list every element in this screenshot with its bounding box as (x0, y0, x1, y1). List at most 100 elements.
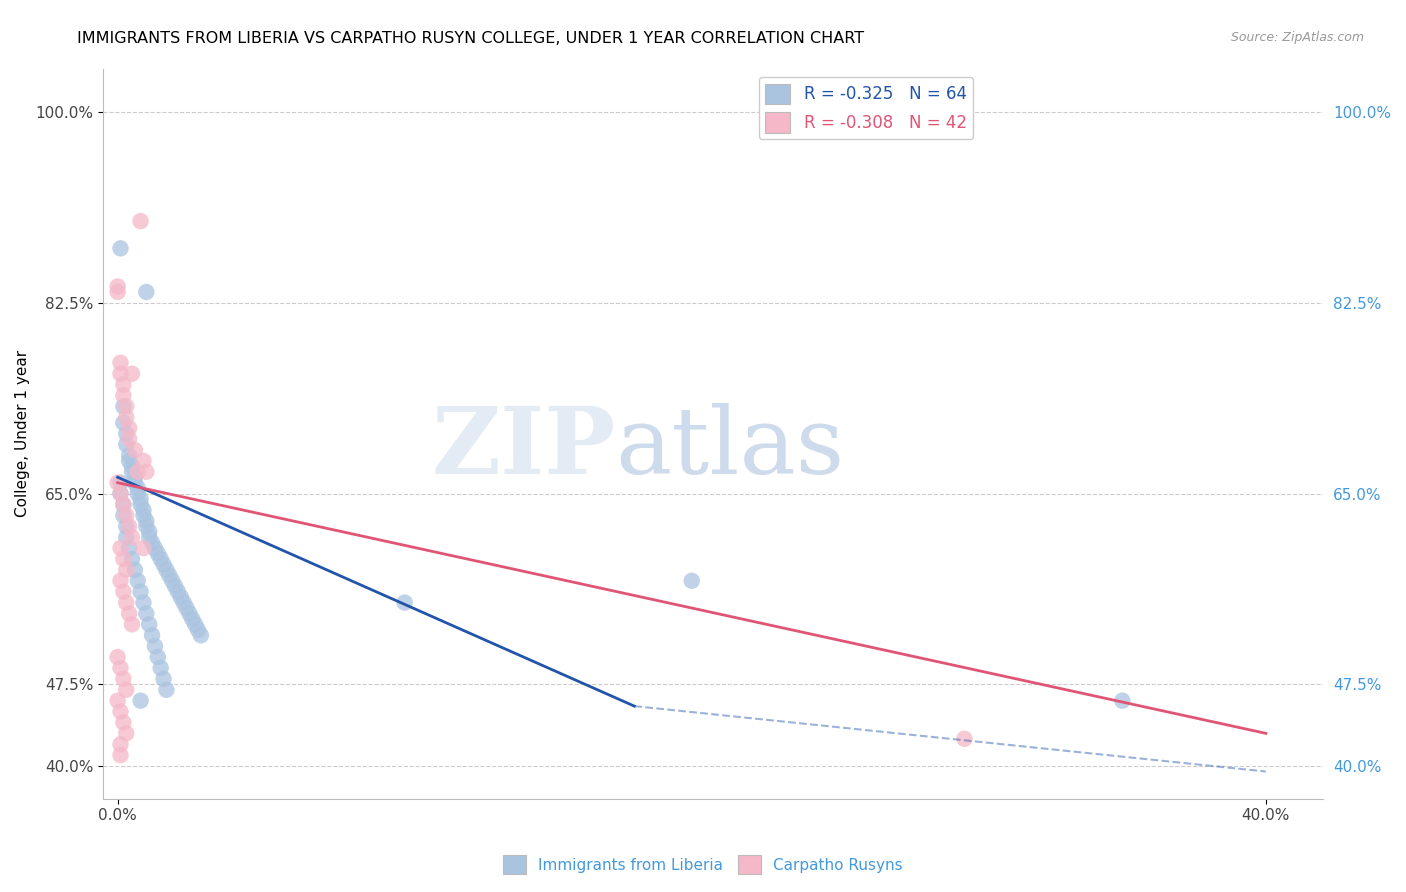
Point (129, 214, 152, 228)
Point (115, 682, 138, 697)
Point (181, 612, 204, 626)
Point (155, 682, 177, 697)
Point (143, 541, 166, 555)
Point (394, 596, 416, 610)
Point (127, 465, 149, 479)
Point (176, 601, 198, 615)
Point (115, 530, 138, 544)
Point (112, 388, 135, 402)
Point (124, 563, 146, 577)
Point (184, 617, 207, 632)
Point (121, 465, 143, 479)
Point (121, 367, 143, 381)
Point (173, 596, 195, 610)
Point (167, 584, 190, 599)
Point (149, 661, 172, 675)
Point (107, 694, 129, 708)
Point (118, 541, 141, 555)
Point (127, 481, 149, 495)
Point (118, 607, 141, 621)
Point (112, 715, 135, 730)
Point (124, 442, 146, 457)
Point (112, 498, 135, 512)
Point (152, 558, 174, 572)
Point (149, 552, 172, 566)
Point (110, 475, 132, 490)
Point (146, 650, 169, 665)
Point (157, 568, 180, 582)
Point (110, 748, 132, 763)
Point (112, 416, 135, 430)
Point (118, 432, 141, 446)
Point (121, 459, 143, 474)
Text: ZIP: ZIP (432, 403, 616, 493)
Point (115, 426, 138, 441)
Point (110, 486, 132, 500)
Point (138, 530, 160, 544)
Point (152, 672, 174, 686)
Point (110, 574, 132, 588)
Point (115, 726, 138, 740)
Point (135, 519, 157, 533)
Point (110, 541, 132, 555)
Point (129, 584, 152, 599)
Point (118, 454, 141, 468)
Point (163, 579, 186, 593)
Text: IMMIGRANTS FROM LIBERIA VS CARPATHO RUSYN COLLEGE, UNDER 1 YEAR CORRELATION CHAR: IMMIGRANTS FROM LIBERIA VS CARPATHO RUSY… (77, 31, 865, 46)
Text: Source: ZipAtlas.com: Source: ZipAtlas.com (1230, 31, 1364, 45)
Point (115, 563, 138, 577)
Point (681, 574, 703, 588)
Point (132, 454, 155, 468)
Point (124, 470, 146, 484)
Legend: Immigrants from Liberia, Carpatho Rusyns: Immigrants from Liberia, Carpatho Rusyns (496, 849, 910, 880)
Point (143, 639, 166, 653)
Point (115, 596, 138, 610)
Point (115, 437, 138, 451)
Point (107, 650, 129, 665)
Point (170, 590, 193, 604)
Point (110, 241, 132, 255)
Point (953, 731, 976, 746)
Point (132, 541, 155, 555)
Point (155, 563, 177, 577)
Point (124, 475, 146, 490)
Point (110, 367, 132, 381)
Point (141, 535, 163, 549)
Point (141, 628, 163, 642)
Point (110, 486, 132, 500)
Point (132, 596, 155, 610)
Point (118, 449, 141, 463)
Point (112, 672, 135, 686)
Point (112, 552, 135, 566)
Point (190, 628, 212, 642)
Point (132, 508, 155, 523)
Point (121, 617, 143, 632)
Point (129, 498, 152, 512)
Point (1111, 694, 1133, 708)
Point (127, 486, 149, 500)
Point (118, 421, 141, 435)
Y-axis label: College, Under 1 year: College, Under 1 year (15, 350, 30, 517)
Point (115, 400, 138, 414)
Point (115, 508, 138, 523)
Point (135, 607, 157, 621)
Point (112, 377, 135, 392)
Point (107, 279, 129, 293)
Point (112, 508, 135, 523)
Point (121, 530, 143, 544)
Point (135, 285, 157, 299)
Point (146, 547, 169, 561)
Point (110, 737, 132, 751)
Point (112, 584, 135, 599)
Point (138, 524, 160, 539)
Point (129, 694, 152, 708)
Point (129, 491, 152, 506)
Point (138, 617, 160, 632)
Point (115, 519, 138, 533)
Text: atlas: atlas (616, 403, 845, 493)
Point (110, 661, 132, 675)
Point (118, 519, 141, 533)
Point (115, 410, 138, 425)
Point (107, 285, 129, 299)
Point (121, 552, 143, 566)
